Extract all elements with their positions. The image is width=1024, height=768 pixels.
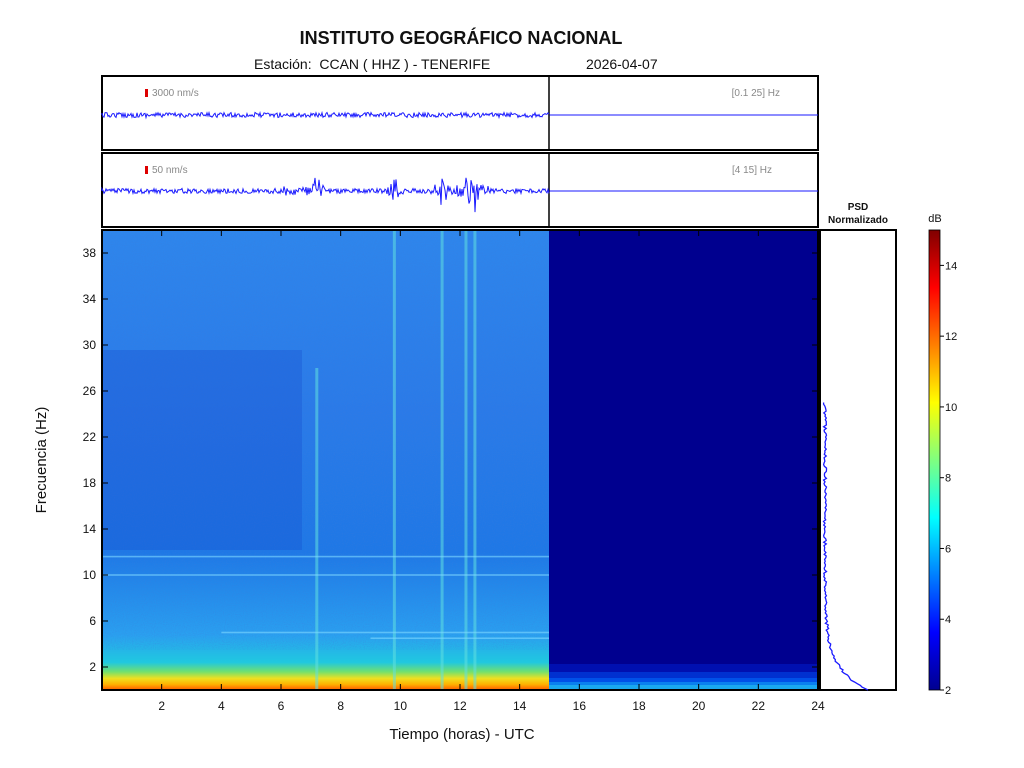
y-tick-label: 38 xyxy=(83,246,97,260)
y-tick-label: 6 xyxy=(89,614,96,628)
station-info: Estación: CCAN ( HHZ ) - TENERIFE xyxy=(254,56,491,72)
x-tick-label: 20 xyxy=(692,699,706,713)
x-tick-label: 16 xyxy=(573,699,587,713)
page-title: INSTITUTO GEOGRÁFICO NACIONAL xyxy=(299,28,623,48)
psd-panel: PSD Normalizado xyxy=(819,202,897,691)
event-streak xyxy=(315,368,319,690)
x-tick-label: 4 xyxy=(218,699,225,713)
trace-waveform-1 xyxy=(101,110,818,120)
colorbar-tick-label: 6 xyxy=(945,543,951,555)
y-tick-label: 2 xyxy=(89,660,96,674)
psd-subtitle: Normalizado xyxy=(828,215,888,226)
y-tick-label: 34 xyxy=(83,292,97,306)
trace-panel-broadband: 3000 nm/s [0.1 25] Hz xyxy=(101,75,819,151)
colorbar-unit: dB xyxy=(928,213,941,225)
harmonic-line xyxy=(102,574,550,576)
trace-line-1 xyxy=(101,110,550,120)
trace-scale-label-2: 50 nm/s xyxy=(152,165,188,176)
psd-title: PSD xyxy=(848,202,869,213)
trace-line-2 xyxy=(101,177,550,213)
x-tick-label: 12 xyxy=(453,699,467,713)
spectrogram-no-data xyxy=(549,230,818,690)
trace-band-label-2: [4 15] Hz xyxy=(732,165,772,176)
event-streak xyxy=(464,230,468,690)
harmonic-line xyxy=(370,637,550,640)
trace-scale-label-1: 3000 nm/s xyxy=(152,88,199,99)
colorbar-tick-label: 14 xyxy=(945,260,957,272)
trace-band-label-1: [0.1 25] Hz xyxy=(732,88,780,99)
colorbar-tick-label: 2 xyxy=(945,685,951,697)
psd-curve xyxy=(822,402,869,691)
x-tick-label: 22 xyxy=(752,699,766,713)
y-tick-label: 22 xyxy=(83,430,97,444)
colorbar-tick-label: 4 xyxy=(945,614,951,626)
scale-bar-icon xyxy=(145,166,148,174)
harmonic-line xyxy=(221,631,550,634)
colorbar-tick-label: 12 xyxy=(945,331,957,343)
y-axis-title: Frecuencia (Hz) xyxy=(33,407,50,514)
colorbar-tick-label: 8 xyxy=(945,473,951,485)
event-streak xyxy=(473,230,477,690)
scale-bar-icon xyxy=(145,89,148,97)
harmonic-line xyxy=(102,555,550,558)
y-tick-label: 10 xyxy=(83,568,97,582)
y-tick-label: 18 xyxy=(83,476,97,490)
date-label: 2026-04-07 xyxy=(586,56,658,72)
x-tick-label: 8 xyxy=(337,699,344,713)
colorbar: dB 2 4 6 8 10 12 14 xyxy=(928,213,957,697)
x-tick-label: 2 xyxy=(158,699,165,713)
x-tick-label: 18 xyxy=(632,699,646,713)
trace-waveform-2 xyxy=(101,177,818,213)
x-tick-label: 24 xyxy=(811,699,825,713)
y-tick-label: 30 xyxy=(83,338,97,352)
x-tick-label: 14 xyxy=(513,699,527,713)
y-tick-label: 26 xyxy=(83,384,97,398)
trace-panel-filtered: 50 nm/s [4 15] Hz xyxy=(101,152,819,228)
event-streak xyxy=(440,230,444,690)
colorbar-tick-label: 10 xyxy=(945,402,957,414)
x-axis-title: Tiempo (horas) - UTC xyxy=(389,726,534,743)
event-streak xyxy=(392,230,396,690)
x-tick-label: 10 xyxy=(394,699,408,713)
x-tick-label: 6 xyxy=(278,699,285,713)
y-tick-label: 14 xyxy=(83,522,97,536)
